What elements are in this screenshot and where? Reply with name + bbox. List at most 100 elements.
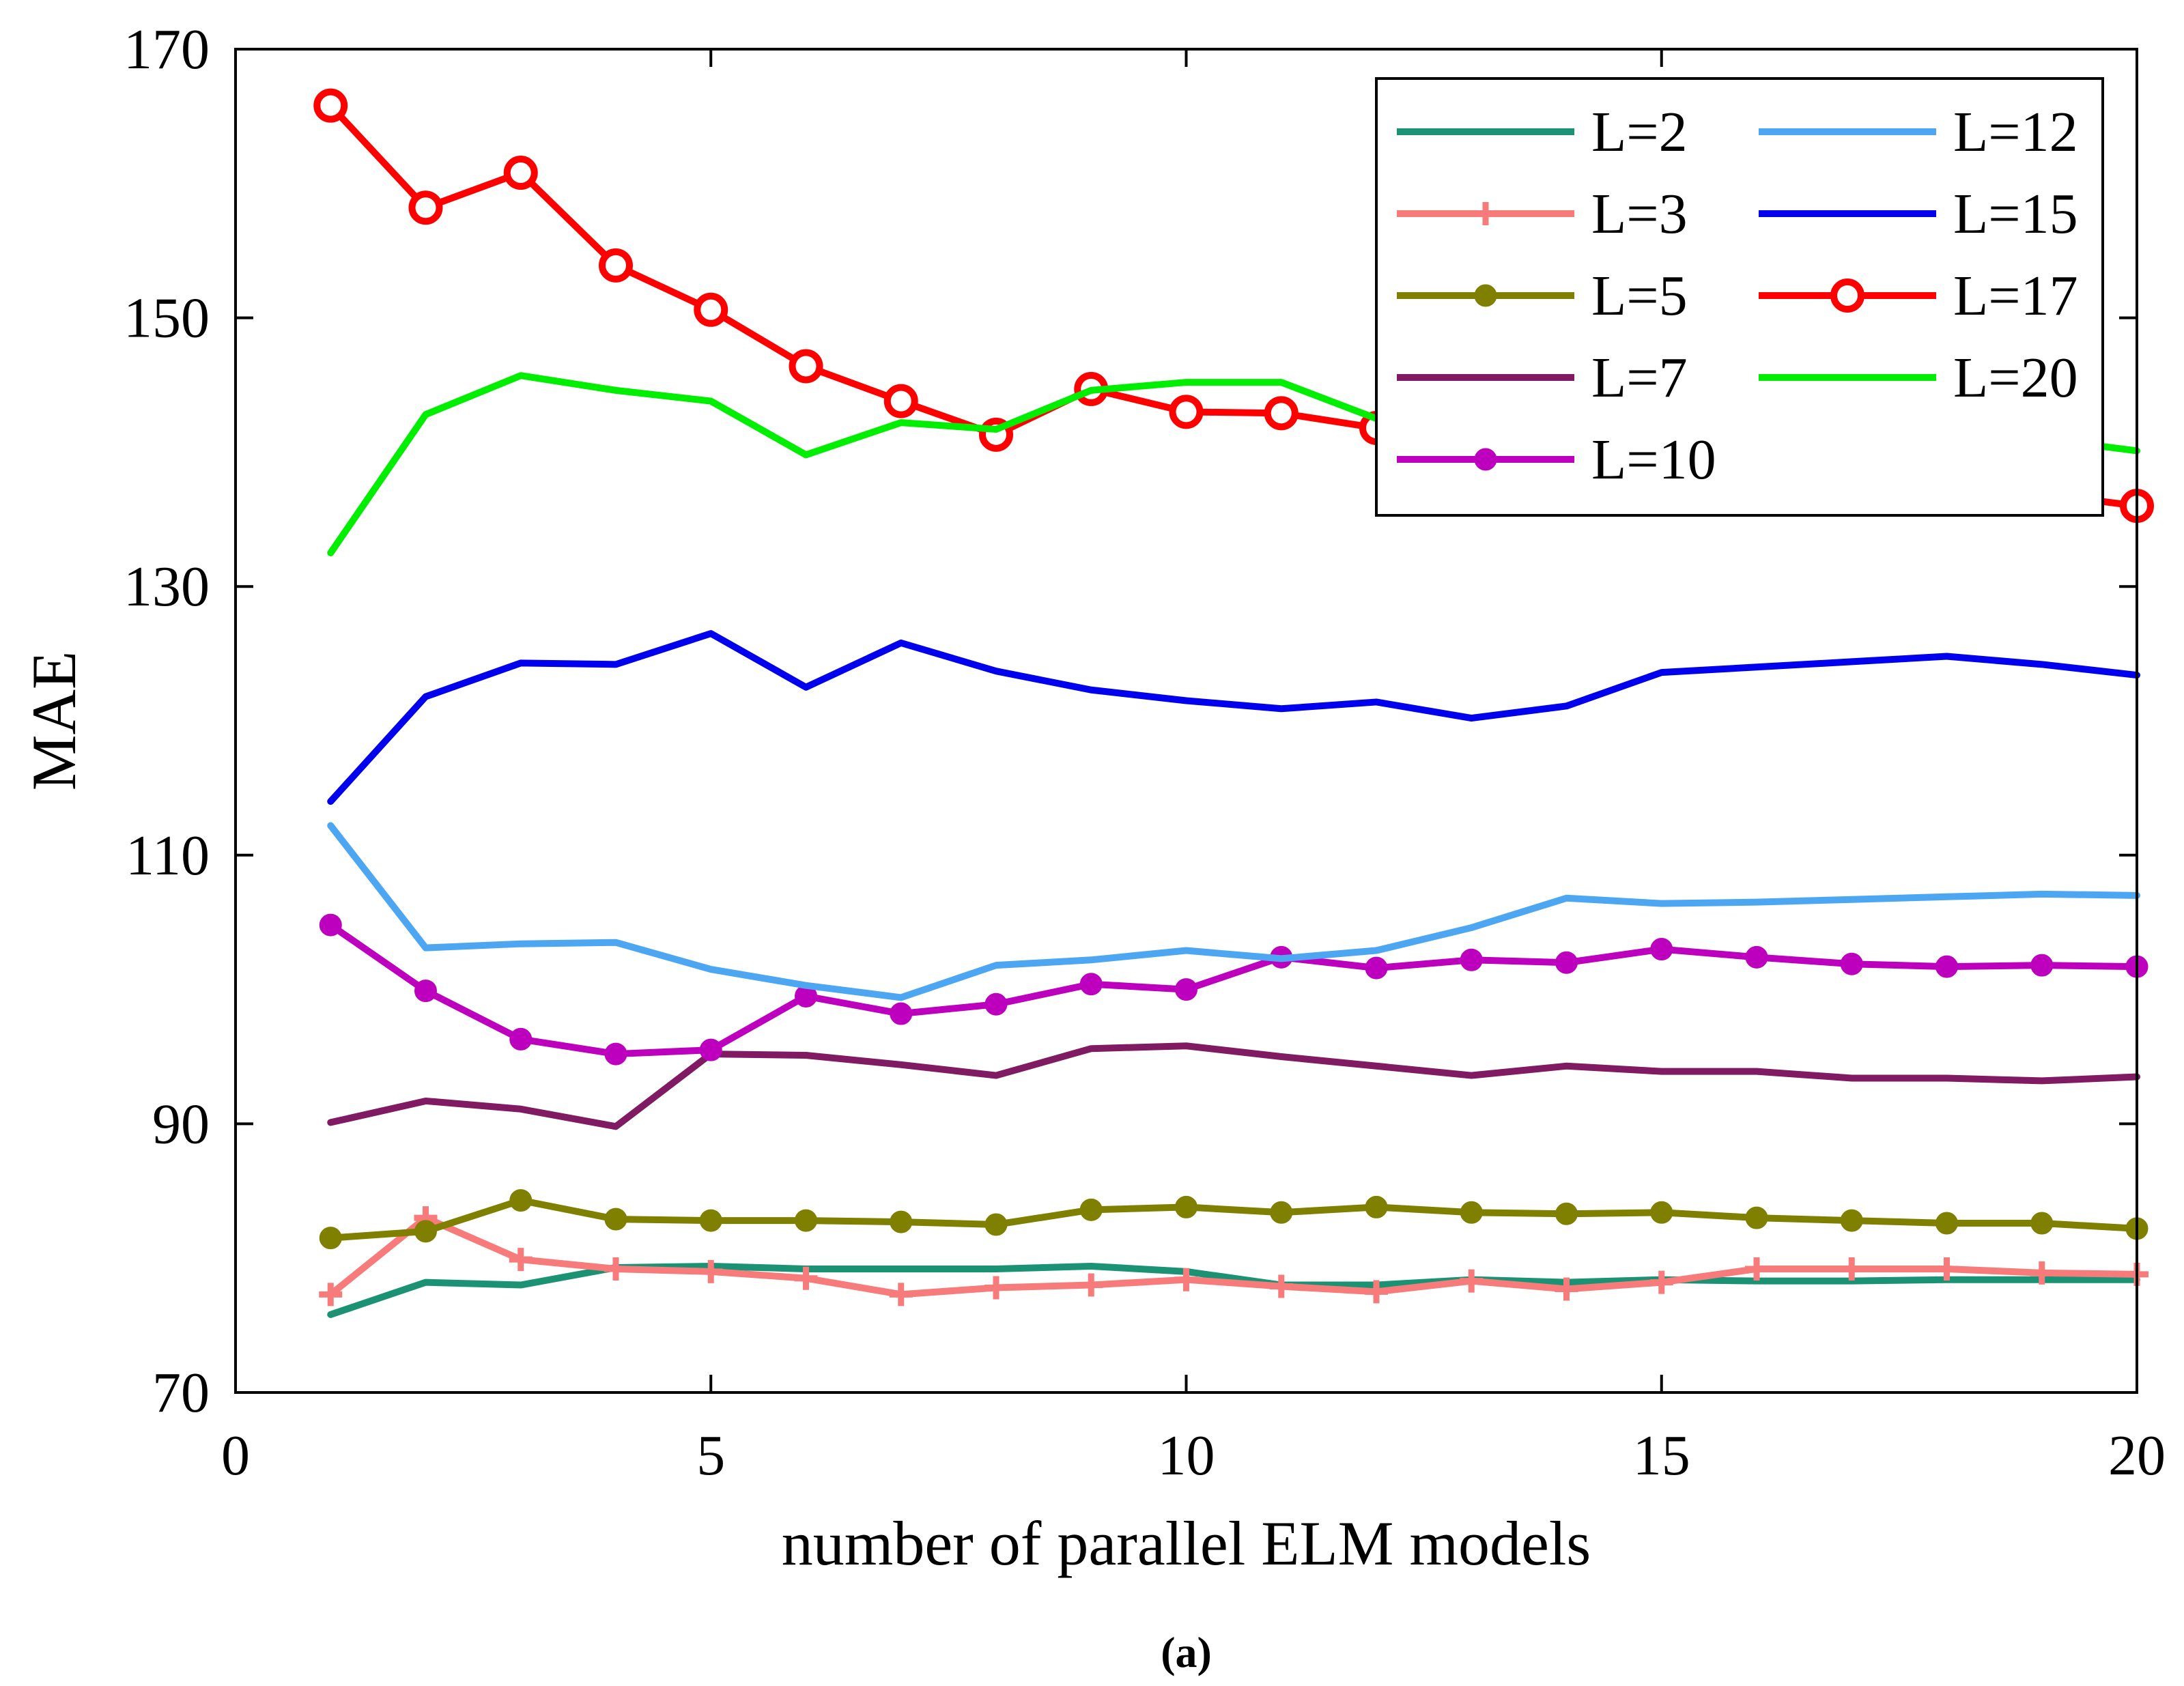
data-point <box>2030 1212 2054 1235</box>
data-point <box>1745 1257 1768 1281</box>
data-point <box>1745 945 1768 969</box>
data-point <box>699 1038 722 1061</box>
data-point <box>604 1042 627 1066</box>
data-point <box>1935 1257 1959 1281</box>
x-axis-title: number of parallel ELM models <box>782 1509 1591 1578</box>
data-point <box>319 1283 343 1306</box>
data-point <box>319 913 342 937</box>
y-tick-label: 90 <box>152 1092 210 1156</box>
legend-label: L=7 <box>1591 346 1688 410</box>
data-point <box>1175 1195 1197 1218</box>
x-tick-label: 20 <box>2108 1424 2166 1487</box>
data-point <box>1270 1201 1293 1224</box>
legend-label: L=20 <box>1953 346 2078 410</box>
data-point <box>795 1209 817 1232</box>
data-point <box>2030 954 2054 977</box>
data-point <box>1175 978 1197 1001</box>
legend-item: L=15 <box>1759 182 2078 246</box>
data-point <box>1460 1201 1483 1224</box>
data-point <box>1555 951 1578 974</box>
data-point <box>699 1259 723 1283</box>
data-point <box>1365 1195 1388 1218</box>
data-point <box>414 1220 437 1243</box>
data-point <box>1650 1201 1673 1224</box>
legend-label: L=17 <box>1953 264 2078 328</box>
data-point <box>1264 396 1299 431</box>
legend-item: L=12 <box>1759 100 2078 164</box>
data-point <box>1460 1269 1484 1293</box>
legend-item: L=2 <box>1397 100 1688 164</box>
data-point <box>789 349 823 384</box>
data-point <box>1460 948 1483 971</box>
figure-caption: (a) <box>1161 1628 1212 1676</box>
data-point <box>599 248 633 283</box>
data-point <box>1649 1270 1673 1294</box>
legend-label: L=2 <box>1591 100 1688 164</box>
series-l-15 <box>327 630 2140 805</box>
data-point <box>1840 1209 1863 1232</box>
data-point <box>2030 1261 2054 1285</box>
data-point <box>1840 1257 1864 1281</box>
y-tick-label: 150 <box>124 287 210 350</box>
x-tick-label: 0 <box>221 1424 250 1487</box>
legend-label: L=15 <box>1953 182 2078 246</box>
data-point <box>1079 1198 1103 1221</box>
data-point <box>694 292 728 327</box>
y-axis-title: MAE <box>19 651 89 790</box>
legend-item: L=20 <box>1759 346 2078 410</box>
legend-item: L=3 <box>1397 182 1688 246</box>
legend-item: L=10 <box>1397 428 1716 491</box>
data-point <box>313 88 348 123</box>
legend-label: L=10 <box>1591 428 1716 491</box>
data-point <box>604 1208 627 1231</box>
data-point <box>1935 1212 1958 1235</box>
data-point <box>699 1209 722 1232</box>
y-tick-label: 170 <box>124 18 210 81</box>
data-point <box>984 992 1008 1016</box>
data-point <box>1079 973 1103 996</box>
y-tick-label: 130 <box>124 555 210 618</box>
series-line <box>327 1214 2140 1298</box>
data-point <box>509 1027 533 1051</box>
data-point <box>890 1002 913 1025</box>
data-point <box>883 384 918 418</box>
series-l-10 <box>319 913 2148 1066</box>
legend-label: L=3 <box>1591 182 1688 246</box>
data-point <box>1365 956 1388 980</box>
series-l-12 <box>327 822 2140 1001</box>
data-point <box>1169 395 1204 429</box>
legend-marker <box>1474 202 1497 225</box>
data-point <box>1840 952 1863 975</box>
legend-marker <box>1830 278 1864 313</box>
data-point <box>509 1248 533 1272</box>
data-point <box>1174 1268 1198 1291</box>
x-tick-label: 10 <box>1158 1424 1215 1487</box>
series-line <box>327 630 2140 805</box>
x-tick-label: 5 <box>696 1424 725 1487</box>
series-l-3 <box>319 1206 2148 1306</box>
series-line <box>327 822 2140 1001</box>
data-point <box>984 1213 1008 1236</box>
data-point <box>1365 1280 1388 1304</box>
data-point <box>890 1210 913 1233</box>
legend-item: L=17 <box>1759 264 2078 328</box>
series-line <box>327 921 2140 1058</box>
x-tick-label: 15 <box>1633 1424 1690 1487</box>
data-point <box>503 156 538 190</box>
data-point <box>1935 955 1958 978</box>
data-point <box>1555 1202 1578 1225</box>
legend-marker <box>1474 448 1497 471</box>
data-point <box>319 1227 342 1250</box>
legend-label: L=5 <box>1591 264 1688 328</box>
legend: L=2 L=3 L=5 L=7 L=10 L=12 L=15 L=17 L=20 <box>1375 77 2104 517</box>
legend-label: L=12 <box>1953 100 2078 164</box>
data-point <box>794 1266 818 1290</box>
data-point <box>604 1257 627 1281</box>
data-point <box>1079 1273 1103 1297</box>
data-point <box>509 1189 533 1212</box>
data-point <box>1650 938 1673 961</box>
data-point <box>408 190 443 225</box>
legend-item: L=7 <box>1397 346 1688 410</box>
data-point <box>1745 1206 1768 1229</box>
